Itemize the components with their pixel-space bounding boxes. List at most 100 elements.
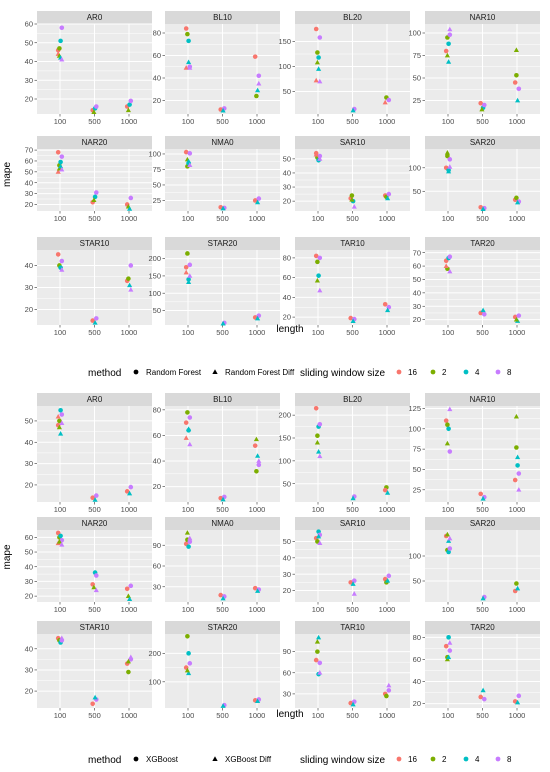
y-tick-label: 30 xyxy=(153,582,161,591)
data-point-triangle xyxy=(55,169,61,174)
data-point-triangle xyxy=(56,539,62,544)
data-point-triangle xyxy=(351,204,357,209)
panel-title: AR0 xyxy=(87,13,103,22)
y-tick-label: 40 xyxy=(153,457,161,466)
y-tick-label: 100 xyxy=(148,289,161,298)
legend-window-label: 4 xyxy=(475,368,480,377)
x-tick-label: 1000 xyxy=(121,711,138,720)
data-point-circle xyxy=(187,262,193,268)
legend: method Random Forest Random Forest Diff sli… xyxy=(88,368,512,379)
data-point-triangle xyxy=(313,77,319,83)
data-point-triangle xyxy=(125,107,131,113)
y-tick-label: 80 xyxy=(153,405,161,414)
legend-window-label: 2 xyxy=(442,368,447,377)
data-point-circle xyxy=(386,573,392,579)
data-point-triangle xyxy=(446,538,452,543)
x-tick-label: 100 xyxy=(312,711,325,720)
data-point-triangle xyxy=(184,530,190,535)
data-point-circle xyxy=(382,301,388,307)
legend-color-swatch xyxy=(495,756,501,762)
data-point-triangle xyxy=(316,634,322,640)
x-tick-label: 1000 xyxy=(121,328,138,337)
x-tick-label: 1000 xyxy=(509,214,526,223)
y-tick-label: 150 xyxy=(278,37,291,46)
data-point-circle xyxy=(315,50,320,55)
x-tick-label: 100 xyxy=(442,117,455,126)
data-point-circle xyxy=(514,581,519,586)
data-point-circle xyxy=(254,93,259,99)
y-tick-label: 25 xyxy=(413,96,421,105)
legend-window-label: 16 xyxy=(408,368,417,377)
panel-star20: STAR20 100 200 100 500 1000 xyxy=(148,621,280,720)
data-point-circle xyxy=(57,46,62,51)
data-point-circle xyxy=(186,277,191,282)
x-tick-label: 500 xyxy=(476,711,489,720)
data-point-circle xyxy=(315,433,320,439)
x-tick-label: 1000 xyxy=(121,605,138,614)
data-point-triangle xyxy=(513,47,519,52)
x-tick-label: 1000 xyxy=(379,328,396,337)
x-tick-label: 100 xyxy=(442,328,455,337)
data-point-circle xyxy=(482,311,487,317)
data-point-circle xyxy=(128,583,134,589)
data-point-circle xyxy=(443,643,449,649)
data-point-triangle xyxy=(128,287,134,292)
data-point-circle xyxy=(482,102,487,108)
panel-sar20: SAR20 50 100 100 500 1000 xyxy=(408,136,540,223)
data-point-triangle xyxy=(186,158,192,164)
panel-title: STAR10 xyxy=(80,239,110,248)
data-point-circle xyxy=(185,410,190,415)
data-point-circle xyxy=(447,32,453,38)
data-point-triangle xyxy=(444,440,450,446)
data-point-triangle xyxy=(183,65,189,70)
data-point-circle xyxy=(317,35,323,40)
panel-title: NMA0 xyxy=(211,519,234,528)
x-tick-label: 1000 xyxy=(249,505,266,514)
data-point-triangle xyxy=(316,533,322,539)
y-tick-label: 20 xyxy=(283,197,291,206)
y-tick-label: 50 xyxy=(153,181,161,190)
y-tick-label: 70 xyxy=(413,248,421,257)
data-point-triangle xyxy=(479,106,485,112)
y-tick-label: 30 xyxy=(283,183,291,192)
data-point-circle xyxy=(185,251,190,256)
data-point-triangle xyxy=(59,56,65,62)
y-tick-label: 50 xyxy=(283,87,291,96)
y-tick-label: 40 xyxy=(283,293,291,302)
panel-nar20: NAR20 20 30 40 50 60 100 500 1000 xyxy=(25,517,152,614)
panel-strip xyxy=(425,621,540,634)
x-tick-label: 100 xyxy=(442,711,455,720)
y-tick-label: 60 xyxy=(25,157,33,166)
x-tick-label: 500 xyxy=(476,328,489,337)
legend-window-label: 8 xyxy=(507,368,512,377)
legend-window-title: sliding window size xyxy=(300,368,385,379)
data-point-circle xyxy=(58,407,63,413)
panel-nar10: NAR10 25 50 75 100 125 100 500 1000 xyxy=(408,393,540,514)
x-tick-label: 100 xyxy=(312,505,325,514)
data-point-circle xyxy=(124,489,130,494)
y-tick-label: 20 xyxy=(25,481,33,490)
panel-nar10: NAR10 25 50 75 100 100 500 1000 xyxy=(408,11,540,126)
data-point-circle xyxy=(447,157,453,162)
data-point-triangle xyxy=(186,59,192,65)
data-point-triangle xyxy=(350,318,356,323)
x-tick-label: 500 xyxy=(346,605,359,614)
data-point-triangle xyxy=(187,535,193,541)
y-tick-label: 50 xyxy=(25,38,33,47)
y-tick-label: 30 xyxy=(25,283,33,292)
y-tick-label: 25 xyxy=(153,196,161,205)
y-tick-label: 30 xyxy=(25,666,33,675)
panel-strip xyxy=(37,517,152,530)
x-tick-label: 500 xyxy=(476,214,489,223)
data-point-triangle xyxy=(480,307,486,313)
data-point-circle xyxy=(315,649,320,654)
x-tick-label: 1000 xyxy=(379,117,396,126)
data-point-triangle xyxy=(92,694,98,700)
data-point-circle xyxy=(254,468,259,474)
x-tick-label: 1000 xyxy=(379,214,396,223)
y-tick-label: 50 xyxy=(25,548,33,557)
data-point-triangle xyxy=(480,595,486,601)
panel-title: SAR10 xyxy=(340,519,366,528)
data-point-circle xyxy=(256,462,262,468)
y-tick-label: 60 xyxy=(25,20,33,29)
